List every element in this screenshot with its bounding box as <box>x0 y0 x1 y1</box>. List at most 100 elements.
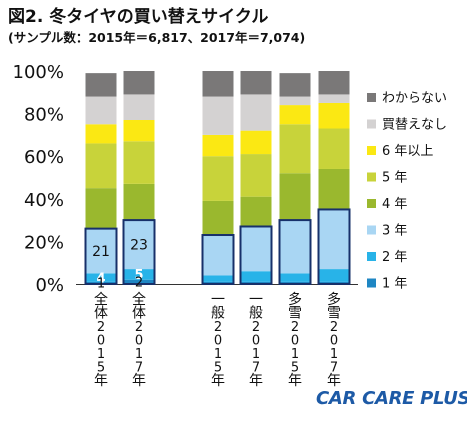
bar-segment-8 <box>202 71 234 97</box>
x-category-label-char: 般 <box>211 306 225 322</box>
x-category-label-char: 5 <box>97 361 105 376</box>
bar-segment-5 <box>202 156 234 201</box>
y-tick-label: 40% <box>24 190 64 211</box>
bar-segment-6 <box>123 119 155 142</box>
bar-segment-5 <box>279 124 311 174</box>
x-category-label-char: 1 <box>135 347 143 362</box>
x-category-label-char: 全 <box>132 291 146 308</box>
bar-segment-6 <box>240 130 272 155</box>
x-category-label-char: 0 <box>291 334 299 349</box>
legend-label: 6 年以上 <box>382 144 433 159</box>
bar-segment-6 <box>279 105 311 125</box>
legend-swatch <box>367 199 376 208</box>
bar-segment-3 <box>85 228 117 274</box>
bar-segment-4 <box>202 200 234 236</box>
data-label: 1 <box>97 277 105 292</box>
short-cycle-highlight-box <box>84 227 118 285</box>
bar-segment-3 <box>279 220 311 274</box>
short-cycle-highlight-box <box>317 208 351 285</box>
x-category-label-char: 年 <box>94 373 108 389</box>
legend-label: 買替えなし <box>382 118 447 133</box>
x-category-label-char: 2 <box>330 320 338 335</box>
x-category-label-char: 全 <box>94 291 108 308</box>
x-category-label-char: 雪 <box>288 306 302 322</box>
legend-swatch <box>367 278 376 288</box>
bar-segment-1 <box>202 281 234 284</box>
x-category-label-char: 一 <box>249 292 263 308</box>
x-category-label-char: 7 <box>330 361 338 376</box>
x-category-label-char: 5 <box>291 361 299 376</box>
x-category-label-char: 般 <box>249 306 263 322</box>
short-cycle-highlight-box <box>239 225 273 286</box>
legend-swatch <box>367 119 376 129</box>
x-category-label-char: 7 <box>252 361 260 376</box>
y-tick-label: 60% <box>24 147 64 168</box>
legend-label: 4 年 <box>382 197 407 212</box>
bar-segment-6 <box>85 124 117 144</box>
bar-segment-2 <box>202 275 234 282</box>
x-category-label-char: 2 <box>97 320 105 335</box>
legend-label: 3 年 <box>382 224 407 239</box>
legend-swatch <box>367 225 376 235</box>
data-label: 4 <box>96 271 105 286</box>
bar-segment-1 <box>85 281 117 284</box>
x-category-label-char: 体 <box>94 306 108 322</box>
bar-segment-7 <box>318 94 350 103</box>
legend-label: 5 年 <box>382 171 407 186</box>
bar-segment-3 <box>123 220 155 270</box>
bar-segment-8 <box>240 71 272 95</box>
data-label: 23 <box>130 238 148 254</box>
x-category-label-char: 年 <box>249 373 263 389</box>
legend-swatch <box>367 93 376 102</box>
data-label: 21 <box>92 244 110 260</box>
x-category-label-char: 2 <box>135 320 143 335</box>
car-care-plus-logo: CAR CARE PLUS <box>316 388 467 409</box>
bar-segment-1 <box>123 279 155 284</box>
bar-segment-4 <box>85 188 117 229</box>
chart-subtitle: (サンプル数：2015年＝6,817、2017年＝7,074) <box>8 30 306 45</box>
x-category-label-char: 0 <box>330 334 338 349</box>
bar-segment-4 <box>240 196 272 227</box>
y-tick-label: 20% <box>24 232 64 253</box>
bar-segment-8 <box>279 73 311 97</box>
short-cycle-highlight-box <box>201 234 235 285</box>
legend-swatch <box>367 252 376 261</box>
bar-segment-7 <box>202 96 234 135</box>
bar-segment-3 <box>318 209 350 270</box>
legend-label: 1 年 <box>382 277 407 292</box>
bar-segment-2 <box>318 269 350 282</box>
bar-segment-7 <box>240 94 272 131</box>
x-category-label-char: 年 <box>327 373 341 389</box>
legend-label: わからない <box>382 91 447 106</box>
bar-segment-5 <box>123 141 155 184</box>
x-category-label-char: 5 <box>214 361 222 376</box>
x-category-label-char: 1 <box>252 347 260 362</box>
x-category-label-char: 0 <box>97 334 105 349</box>
legend-swatch <box>367 172 376 182</box>
x-category-label-char: 年 <box>288 373 302 389</box>
x-category-label-char: 1 <box>330 347 338 362</box>
bar-segment-2 <box>123 269 155 280</box>
legend-swatch <box>367 146 376 155</box>
x-category-label-char: 雪 <box>327 306 341 322</box>
x-category-label-char: 1 <box>97 347 105 362</box>
bar-segment-1 <box>240 281 272 284</box>
x-category-label-char: 2 <box>214 320 222 335</box>
chart-title: 図2. 冬タイヤの買い替えサイクル <box>8 7 269 27</box>
legend-label: 2 年 <box>382 250 407 265</box>
x-category-label-char: 年 <box>132 373 146 389</box>
bar-segment-3 <box>202 235 234 276</box>
x-category-label-char: 0 <box>135 334 143 349</box>
bar-segment-7 <box>85 96 117 125</box>
bar-segment-6 <box>318 102 350 129</box>
x-category-label-char: 一 <box>211 292 225 308</box>
bar-segment-3 <box>240 226 272 272</box>
x-category-label-char: 体 <box>132 306 146 322</box>
data-label: 5 <box>134 268 143 283</box>
x-category-label-char: 1 <box>291 347 299 362</box>
bar-segment-5 <box>85 143 117 189</box>
bar-segment-8 <box>123 71 155 95</box>
x-category-label-char: 2 <box>252 320 260 335</box>
bar-segment-6 <box>202 134 234 157</box>
bar-segment-2 <box>279 273 311 282</box>
